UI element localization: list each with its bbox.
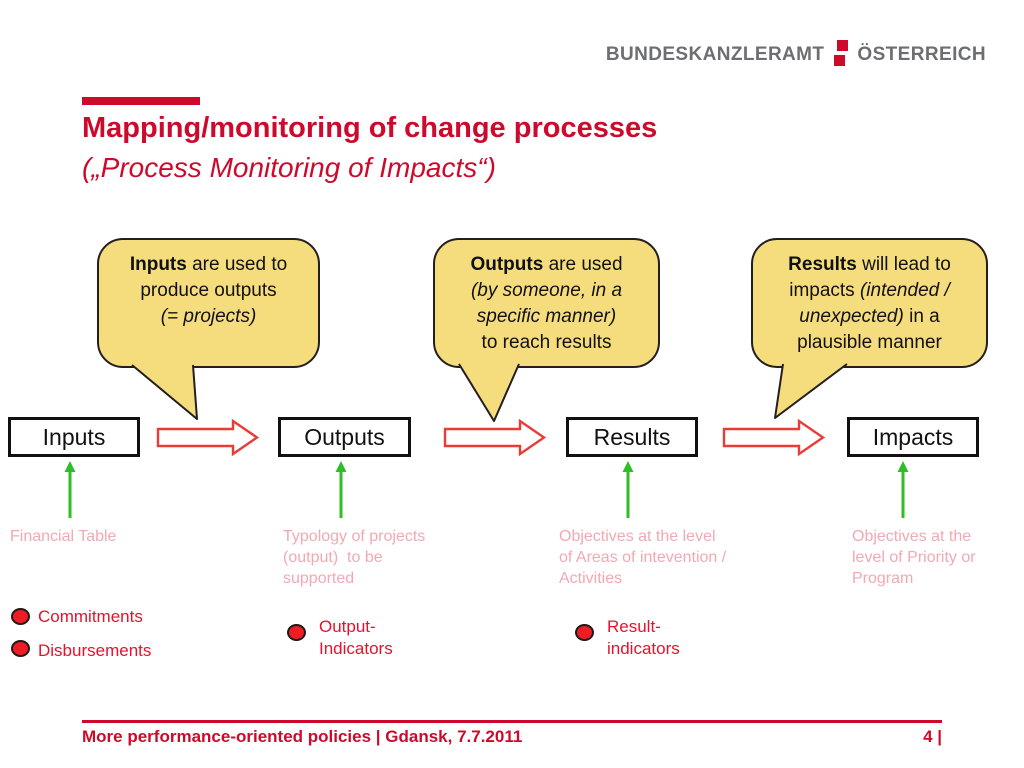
speech-bubble-results: Results will lead to impacts (intended / u… <box>751 238 988 368</box>
speech-bubble-inputs-text: Inputs are used to produce outputs (= proj… <box>129 254 288 327</box>
annotation-financial-table: Financial Table <box>10 528 117 545</box>
footer-text: More performance-oriented policies | Gda… <box>82 727 523 746</box>
speech-bubble-inputs: Inputs are used to produce outputs (= proj… <box>97 238 320 368</box>
stage-box-results: Results <box>566 417 698 457</box>
bubble-tail-results <box>774 363 848 419</box>
indicator-label-commitments: Commitments <box>38 607 143 626</box>
annotation-objectives-priority: Objectives at the level of Priority or P… <box>852 528 976 587</box>
stage-box-inputs: Inputs <box>8 417 140 457</box>
bubble-tail-outputs <box>458 363 520 422</box>
red-dot-commitments-icon <box>11 608 30 625</box>
footer-divider <box>82 720 942 723</box>
red-dot-disbursements-icon <box>11 640 30 657</box>
flow-arrow-results-impacts-icon <box>722 418 826 457</box>
green-arrow-impacts-head-icon <box>897 461 909 472</box>
stage-box-outputs: Outputs <box>278 417 411 457</box>
indicator-label-output-indicators: Output- Indicators <box>319 617 393 658</box>
bundeskanzleramt-logo: BUNDESKANZLERAMT ÖSTERREICH <box>606 40 986 69</box>
slide-title: Mapping/monitoring of change processes <box>82 112 658 144</box>
slide-subtitle: („Process Monitoring of Impacts“) <box>82 152 496 183</box>
stage-box-impacts: Impacts <box>847 417 979 457</box>
logo-square-bottom <box>834 55 846 66</box>
title-accent-bar <box>82 97 200 105</box>
speech-bubble-outputs: Outputs are used (by someone, in a specifi… <box>433 238 660 368</box>
indicator-label-result-indicators: Result- indicators <box>607 617 680 658</box>
annotation-typology: Typology of projects (output) to be supp… <box>283 528 426 587</box>
bubble-tail-inputs <box>131 364 198 420</box>
speech-bubble-results-text: Results will lead to impacts (intended / u… <box>788 254 951 353</box>
green-arrow-results-head-icon <box>622 461 634 472</box>
speech-bubble-outputs-text: Outputs are used (by someone, in a specifi… <box>470 254 623 353</box>
flow-arrow-outputs-results-icon <box>443 418 547 457</box>
logo-squares-icon <box>834 40 849 69</box>
logo-square-top <box>837 40 849 51</box>
footer: More performance-oriented policies | Gda… <box>82 727 942 747</box>
green-arrow-outputs-head-icon <box>335 461 347 472</box>
page-number: 4 | <box>923 727 942 746</box>
red-dot-output-indicators-icon <box>287 624 306 641</box>
annotation-objectives-areas: Objectives at the level of Areas of inte… <box>559 528 727 587</box>
red-dot-result-indicators-icon <box>575 624 594 641</box>
logo-text-right: ÖSTERREICH <box>857 43 986 65</box>
indicator-label-disbursements: Disbursements <box>38 641 152 660</box>
flow-arrow-inputs-outputs-icon <box>156 418 260 457</box>
green-arrow-inputs-head-icon <box>64 461 76 472</box>
logo-text-left: BUNDESKANZLERAMT <box>605 43 825 65</box>
